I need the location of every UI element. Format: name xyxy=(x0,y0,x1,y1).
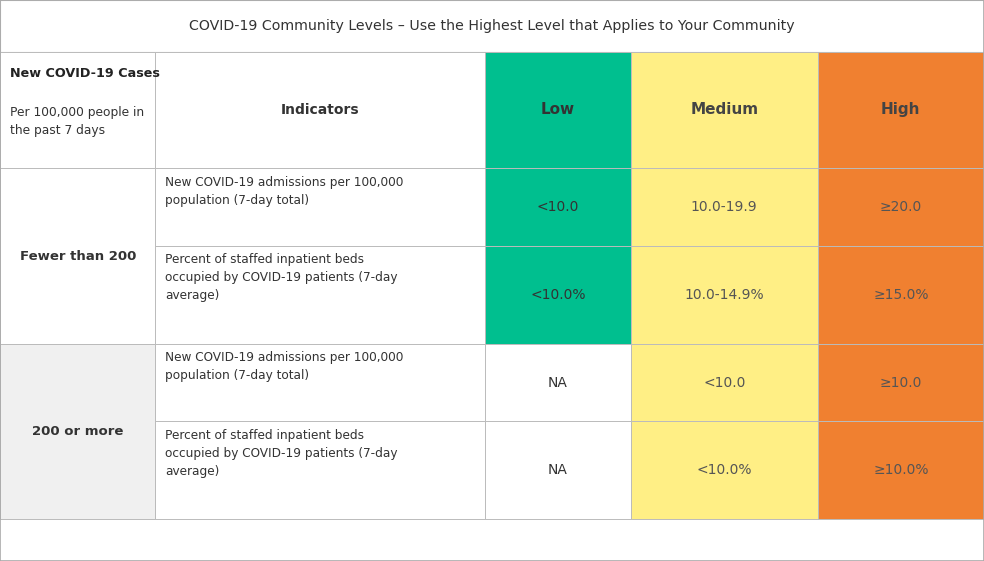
Bar xyxy=(818,344,984,421)
Bar xyxy=(485,168,631,246)
Text: Fewer than 200: Fewer than 200 xyxy=(20,250,136,263)
Bar xyxy=(631,246,818,344)
Text: ≥15.0%: ≥15.0% xyxy=(873,288,929,302)
Bar xyxy=(155,168,485,246)
Text: High: High xyxy=(881,103,921,117)
Text: Percent of staffed inpatient beds
occupied by COVID-19 patients (7-day
average): Percent of staffed inpatient beds occupi… xyxy=(165,253,398,302)
Text: 10.0-19.9: 10.0-19.9 xyxy=(691,200,758,214)
Text: 10.0-14.9%: 10.0-14.9% xyxy=(685,288,764,302)
Text: <10.0%: <10.0% xyxy=(697,463,752,477)
Bar xyxy=(0,0,984,52)
Bar xyxy=(631,52,818,168)
Bar xyxy=(485,421,631,519)
Bar xyxy=(485,246,631,344)
Text: Low: Low xyxy=(541,103,575,117)
Bar xyxy=(155,52,485,168)
Bar xyxy=(818,52,984,168)
Bar xyxy=(485,344,631,421)
Bar xyxy=(155,421,485,519)
Bar xyxy=(0,52,155,168)
Text: <10.0%: <10.0% xyxy=(530,288,585,302)
Text: 200 or more: 200 or more xyxy=(32,425,123,438)
Text: ≥10.0%: ≥10.0% xyxy=(873,463,929,477)
Bar xyxy=(818,421,984,519)
Text: New COVID-19 admissions per 100,000
population (7-day total): New COVID-19 admissions per 100,000 popu… xyxy=(165,176,403,206)
Text: Percent of staffed inpatient beds
occupied by COVID-19 patients (7-day
average): Percent of staffed inpatient beds occupi… xyxy=(165,429,398,477)
Bar xyxy=(631,344,818,421)
Text: Medium: Medium xyxy=(690,103,759,117)
Bar xyxy=(631,168,818,246)
Text: <10.0: <10.0 xyxy=(703,376,746,389)
Bar xyxy=(818,246,984,344)
Text: COVID-19 Community Levels – Use the Highest Level that Applies to Your Community: COVID-19 Community Levels – Use the High… xyxy=(189,19,795,33)
Bar xyxy=(155,344,485,421)
Text: NA: NA xyxy=(548,376,568,389)
Bar xyxy=(155,246,485,344)
Bar xyxy=(0,344,155,519)
Bar xyxy=(631,421,818,519)
Text: NA: NA xyxy=(548,463,568,477)
Text: Indicators: Indicators xyxy=(281,103,359,117)
Text: ≥20.0: ≥20.0 xyxy=(880,200,922,214)
Text: ≥10.0: ≥10.0 xyxy=(880,376,922,389)
Text: <10.0: <10.0 xyxy=(536,200,580,214)
Bar xyxy=(818,168,984,246)
Bar xyxy=(485,52,631,168)
Text: New COVID-19 Cases: New COVID-19 Cases xyxy=(10,67,159,80)
Text: New COVID-19 admissions per 100,000
population (7-day total): New COVID-19 admissions per 100,000 popu… xyxy=(165,351,403,382)
Text: Per 100,000 people in
the past 7 days: Per 100,000 people in the past 7 days xyxy=(10,106,144,137)
Bar xyxy=(0,168,155,344)
